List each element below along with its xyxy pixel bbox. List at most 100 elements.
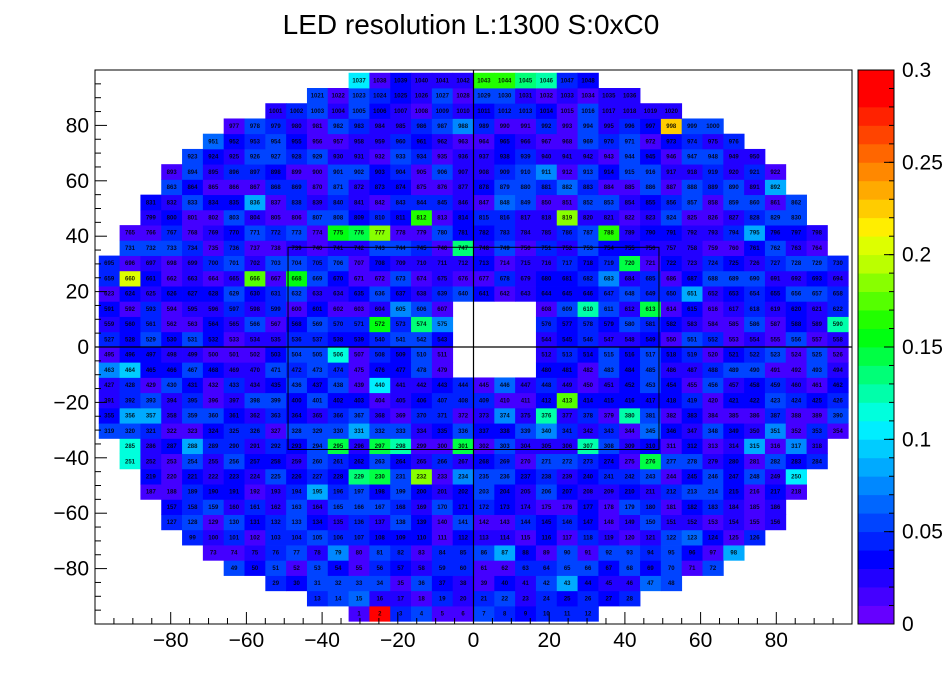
heatmap-cell [452,514,474,531]
heatmap-cell [265,423,287,439]
heatmap-cell [452,72,474,89]
cell-index-label: 420 [708,398,719,404]
cell-index-label: 556 [791,337,802,343]
cell-index-label: 146 [562,520,573,526]
cell-index-label: 499 [187,353,198,359]
cell-index-label: 737 [250,246,261,252]
cell-index-label: 938 [500,155,511,161]
cell-index-label: 248 [750,475,761,481]
heatmap-cell [161,514,183,531]
cell-index-label: 833 [187,200,198,206]
heatmap-cell [286,240,308,256]
colorbar: 00.050.10.150.20.250.3 [857,59,943,636]
cell-index-label: 133 [292,520,303,526]
heatmap-cell [577,72,599,89]
heatmap-cell [244,286,266,302]
heatmap-cell [431,270,454,287]
cell-index-label: 50 [252,566,259,572]
heatmap-cell [473,423,495,439]
cell-index-label: 957 [333,139,344,145]
cell-index-label: 501 [229,353,240,359]
cell-index-label: 449 [562,383,573,389]
cell-index-label: 990 [500,124,511,130]
heatmap-cell [348,423,370,439]
cell-index-label: 676 [458,276,469,282]
cell-index-label: 374 [500,414,511,420]
heatmap-cell [182,407,204,424]
cell-index-label: 16 [376,596,383,602]
cell-index-label: 48 [668,581,675,587]
cell-index-label: 537 [312,337,323,343]
heatmap-cell [348,255,370,272]
heatmap-cell [202,133,225,150]
cell-index-label: 29 [272,581,279,587]
heatmap-cell [265,514,287,531]
cell-index-label: 486 [666,368,677,374]
heatmap-cell [535,88,558,104]
cell-index-label: 881 [541,185,552,191]
heatmap-cell [431,194,454,211]
heatmap-cell [535,133,558,150]
heatmap-cell [515,164,537,180]
heatmap-cell [681,194,703,211]
cell-index-label: 6 [461,612,465,618]
heatmap-cell [640,529,662,546]
heatmap-cell [473,453,495,470]
cell-index-label: 360 [208,414,219,420]
heatmap-cell [452,423,474,439]
cell-index-label: 286 [146,444,157,450]
heatmap-cell [556,560,578,576]
cell-index-label: 317 [791,444,802,450]
cell-index-label: 842 [375,200,386,206]
heatmap-cell [660,225,683,241]
cell-index-label: 509 [396,353,407,359]
heatmap-cell [431,347,454,363]
cell-index-label: 267 [458,459,469,465]
cell-index-label: 259 [292,459,303,465]
cell-index-label: 918 [687,170,698,176]
heatmap-cell [369,103,391,119]
cell-index-label: 441 [396,383,407,389]
cell-index-label: 826 [708,216,719,222]
cell-index-label: 1034 [581,94,595,100]
heatmap-cell [182,179,204,196]
heatmap-cell [223,286,245,302]
heatmap-cell [535,606,558,622]
cell-index-label: 747 [458,246,469,252]
heatmap-cell [702,438,724,455]
heatmap-cell [556,118,578,135]
heatmap-cell [327,209,349,226]
heatmap-cell [182,194,204,211]
cell-index-label: 861 [770,200,781,206]
cell-index-label: 711 [437,261,447,267]
cell-index-label: 991 [521,124,532,130]
cell-index-label: 849 [521,200,532,206]
cell-index-label: 778 [396,231,407,237]
heatmap-cell [223,468,245,485]
cell-index-label: 653 [729,292,740,298]
cell-index-label: 237 [521,475,532,481]
cell-index-label: 490 [750,368,761,374]
cell-index-label: 414 [583,398,594,404]
heatmap-cell [223,453,245,470]
heatmap-cell [411,606,433,622]
heatmap-cell [286,560,308,576]
heatmap-cell [640,575,662,592]
heatmap-cell [764,484,787,500]
cell-index-label: 47 [647,581,654,587]
cell-index-label: 169 [416,505,427,511]
cell-index-label: 377 [562,414,573,420]
colorbar-segment [858,162,894,182]
heatmap-cell [577,347,599,363]
heatmap-cell [161,484,183,500]
heatmap-cell [431,103,454,119]
heatmap-cell [764,453,787,470]
heatmap-cell [494,286,516,302]
cell-index-label: 882 [562,185,573,191]
heatmap-cell [619,179,641,196]
cell-index-label: 252 [146,459,157,465]
heatmap-cell [681,118,703,135]
heatmap-cell [244,225,266,241]
heatmap-cell [660,347,683,363]
